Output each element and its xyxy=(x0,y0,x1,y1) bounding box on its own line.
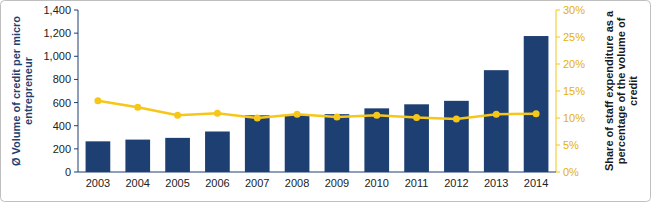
y-axis-title-line: Ø Volume of credit per micro xyxy=(10,16,22,166)
bar xyxy=(205,132,230,173)
y-tick xyxy=(74,33,78,34)
y2-tick xyxy=(556,91,560,92)
y-tick xyxy=(74,172,78,173)
marker xyxy=(254,115,261,122)
marker xyxy=(533,110,540,117)
y-axis xyxy=(78,10,79,172)
y2-axis-title-line: credit xyxy=(627,76,639,106)
y2-tick xyxy=(556,145,560,146)
bar xyxy=(364,108,389,172)
bar xyxy=(325,114,350,172)
y-axis-title-line: entrepreneur xyxy=(22,56,34,125)
x-tick-label: 2007 xyxy=(245,177,269,189)
y2-tick xyxy=(556,37,560,38)
y-tick xyxy=(74,148,78,149)
x-tick-label: 2013 xyxy=(484,177,508,189)
x-tick-label: 2006 xyxy=(205,177,229,189)
x-tick-label: 2005 xyxy=(165,177,189,189)
y2-axis xyxy=(556,10,557,172)
y-tick-label: 0 xyxy=(65,166,71,178)
y2-tick xyxy=(556,10,560,11)
y-tick-label: 1,400 xyxy=(43,4,71,16)
x-tick-label: 2011 xyxy=(405,177,429,189)
bar xyxy=(285,115,310,172)
y2-axis-title-line: percentage of the volume of xyxy=(615,17,627,164)
bar xyxy=(404,104,429,172)
y2-tick xyxy=(556,64,560,65)
bar xyxy=(125,140,150,172)
y2-tick-label: 30% xyxy=(563,4,585,16)
y-axis-title-group: Ø Volume of credit per microentrepreneur xyxy=(10,16,34,166)
y2-tick-label: 5% xyxy=(563,139,579,151)
marker xyxy=(94,97,101,104)
marker xyxy=(373,112,380,119)
y-tick xyxy=(74,102,78,103)
y-tick-label: 400 xyxy=(53,120,71,132)
y-tick-label: 1,000 xyxy=(43,50,71,62)
y2-tick-label: 0% xyxy=(563,166,579,178)
marker xyxy=(453,116,460,123)
y-tick-label: 200 xyxy=(53,143,71,155)
y2-tick-label: 20% xyxy=(563,58,585,70)
y2-axis-title: Share of staff expenditure as apercentag… xyxy=(603,10,639,171)
y-tick-label: 600 xyxy=(53,97,71,109)
y-tick-label: 1,200 xyxy=(43,27,71,39)
marker xyxy=(174,112,181,119)
bar xyxy=(245,115,270,172)
marker xyxy=(134,104,141,111)
bar xyxy=(484,70,509,172)
plot-area xyxy=(86,36,549,172)
x-tick-label: 2014 xyxy=(524,177,548,189)
x-tick-label: 2012 xyxy=(444,177,468,189)
y-tick xyxy=(74,125,78,126)
x-tick-label: 2003 xyxy=(86,177,110,189)
y2-tick-label: 15% xyxy=(563,85,585,97)
bar xyxy=(524,36,549,172)
marker xyxy=(493,111,500,118)
y2-tick-label: 10% xyxy=(563,112,585,124)
x-tick-label: 2004 xyxy=(126,177,150,189)
marker xyxy=(333,113,340,120)
y2-axis-title-line: Share of staff expenditure as a xyxy=(603,10,615,171)
line xyxy=(98,101,536,119)
y-tick xyxy=(74,79,78,80)
y-tick-label: 800 xyxy=(53,73,71,85)
y-axis-title: Ø Volume of credit per microentrepreneur xyxy=(10,16,34,166)
y2-tick-label: 25% xyxy=(563,31,585,43)
y2-axis-title-group: Share of staff expenditure as apercentag… xyxy=(603,10,639,171)
frame xyxy=(1,1,651,202)
marker xyxy=(214,110,221,117)
marker xyxy=(413,114,420,121)
marker xyxy=(294,111,301,118)
bar xyxy=(86,141,111,172)
bar xyxy=(444,101,469,172)
y2-tick xyxy=(556,172,560,173)
y-tick xyxy=(74,10,78,11)
y2-tick xyxy=(556,118,560,119)
y-tick xyxy=(74,56,78,57)
chart: 0 200 400 600 800 1,000 1,200 1,400 0% 5% 10% 15% 20… xyxy=(0,0,651,202)
x-tick-label: 2010 xyxy=(365,177,389,189)
x-tick-label: 2009 xyxy=(325,177,349,189)
bar xyxy=(165,138,190,172)
x-tick-label: 2008 xyxy=(285,177,309,189)
